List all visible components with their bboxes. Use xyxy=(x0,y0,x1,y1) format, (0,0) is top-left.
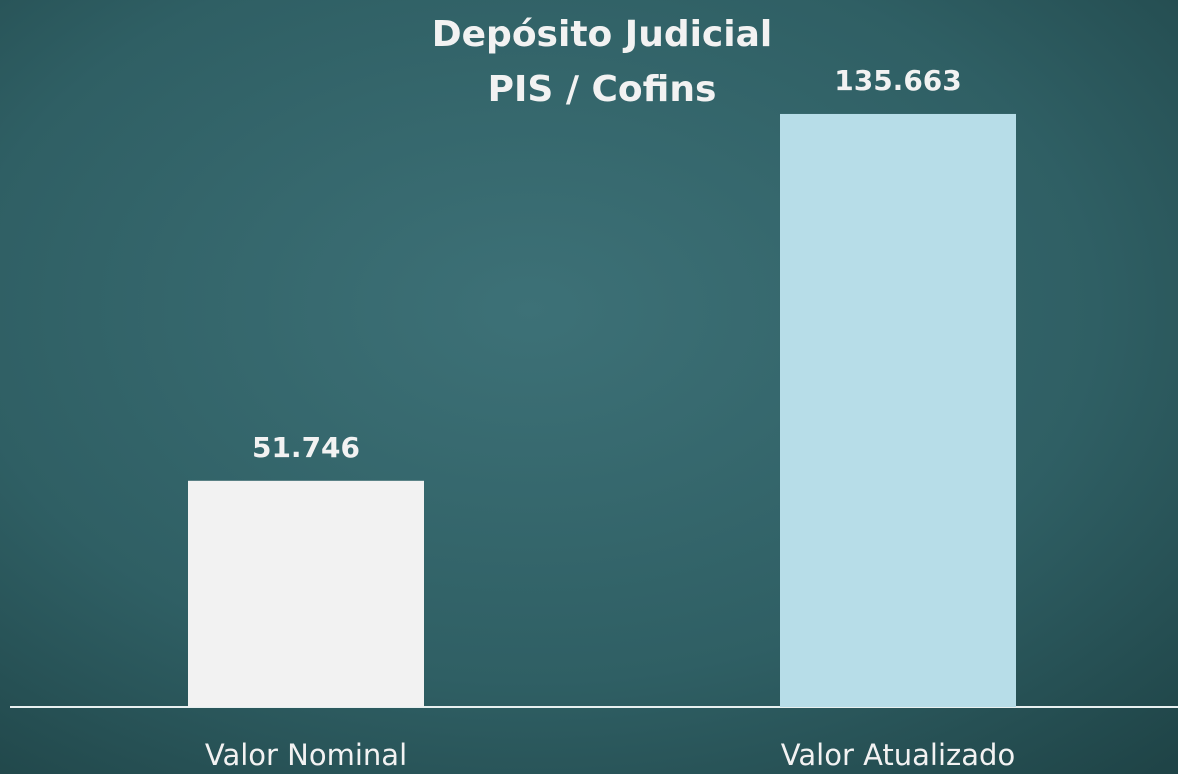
chart-title: PIS / Cofins xyxy=(488,69,717,110)
data-label: 135.663 xyxy=(834,64,962,97)
x-tick-label: Valor Atualizado xyxy=(781,738,1015,772)
bar xyxy=(188,480,424,707)
bar xyxy=(780,113,1016,708)
x-tick-label: Valor Nominal xyxy=(205,738,407,772)
chart-title: Depósito Judicial xyxy=(432,14,773,55)
data-label: 51.746 xyxy=(252,431,360,464)
